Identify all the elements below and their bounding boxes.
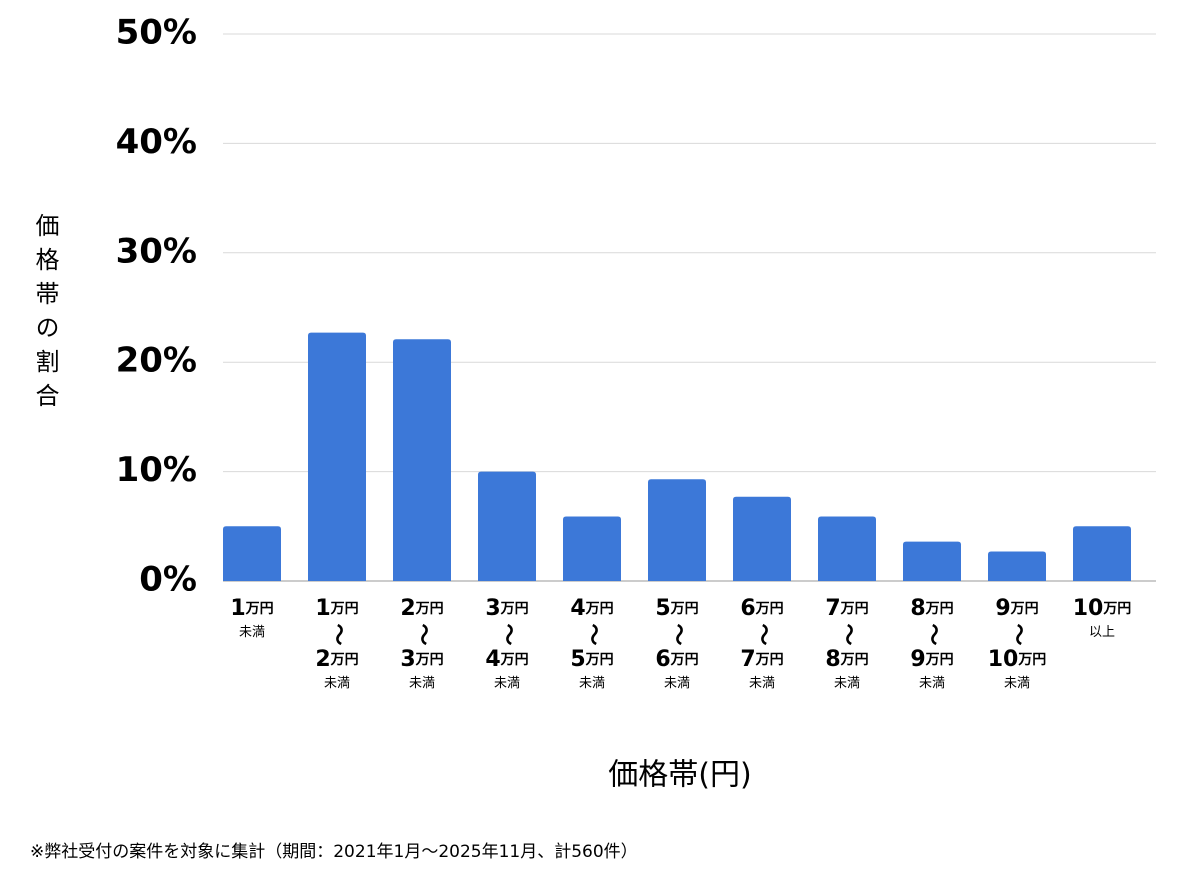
y-tick-label: 30% (116, 231, 197, 271)
bar (1073, 526, 1131, 581)
bar (223, 526, 281, 581)
x-tick-label: 未満 (834, 676, 860, 691)
bar (988, 551, 1046, 581)
x-tick-label: 7万円 (740, 647, 783, 672)
x-tick-label: 6万円 (740, 596, 783, 621)
bar (818, 516, 876, 581)
x-tick-label: 未満 (409, 676, 435, 691)
x-tick-label: 未満 (1004, 676, 1030, 691)
y-axis-title: 価格帯の割合 (31, 213, 59, 417)
x-tick-label: 未満 (324, 676, 350, 691)
x-tick-label: 5万円 (655, 596, 698, 621)
x-tick-label: 〜 (580, 623, 605, 645)
x-tick-label: 5万円 (570, 647, 613, 672)
bar (648, 479, 706, 581)
x-tick-label: 以上 (1089, 625, 1115, 640)
x-tick-label: 未満 (494, 676, 520, 691)
y-tick-label: 10% (116, 450, 197, 490)
footnote: ※弊社受付の案件を対象に集計（期間：2021年1月〜2025年11月、計560件… (30, 842, 638, 862)
bar (903, 541, 961, 581)
x-tick-label: 9万円 (910, 647, 953, 672)
x-tick-label: 1万円 (315, 596, 358, 621)
bar (393, 339, 451, 581)
x-tick-label: 8万円 (910, 596, 953, 621)
x-tick-label: 3万円 (485, 596, 528, 621)
x-tick-label: 〜 (835, 623, 860, 645)
x-tick-label: 未満 (579, 676, 605, 691)
x-axis-title: 価格帯(円) (608, 758, 751, 793)
x-tick-label: 7万円 (825, 596, 868, 621)
bar (733, 496, 791, 581)
x-tick-label: 〜 (495, 623, 520, 645)
x-tick-label: 10万円 (988, 647, 1047, 672)
bar (478, 471, 536, 581)
y-tick-label: 50% (116, 13, 197, 53)
y-tick-label: 40% (116, 122, 197, 162)
x-tick-label: 〜 (410, 623, 435, 645)
x-tick-label: 〜 (750, 623, 775, 645)
y-tick-label: 0% (139, 560, 197, 600)
x-tick-label: 〜 (920, 623, 945, 645)
x-tick-label: 4万円 (570, 596, 613, 621)
x-tick-label: 6万円 (655, 647, 698, 672)
x-tick-label: 8万円 (825, 647, 868, 672)
x-tick-label: 〜 (665, 623, 690, 645)
bar (563, 516, 621, 581)
bar (308, 332, 366, 581)
x-tick-label: 2万円 (315, 647, 358, 672)
x-tick-label: 3万円 (400, 647, 443, 672)
x-tick-label: 〜 (1005, 623, 1030, 645)
x-tick-label: 〜 (325, 623, 350, 645)
x-tick-label: 未満 (239, 625, 265, 640)
y-tick-label: 20% (116, 341, 197, 381)
x-tick-label: 未満 (919, 676, 945, 691)
x-tick-label: 4万円 (485, 647, 528, 672)
x-tick-label: 1万円 (230, 596, 273, 621)
x-tick-label: 10万円 (1073, 596, 1132, 621)
x-tick-label: 未満 (664, 676, 690, 691)
x-tick-label: 未満 (749, 676, 775, 691)
x-tick-label: 2万円 (400, 596, 443, 621)
x-tick-label: 9万円 (995, 596, 1038, 621)
